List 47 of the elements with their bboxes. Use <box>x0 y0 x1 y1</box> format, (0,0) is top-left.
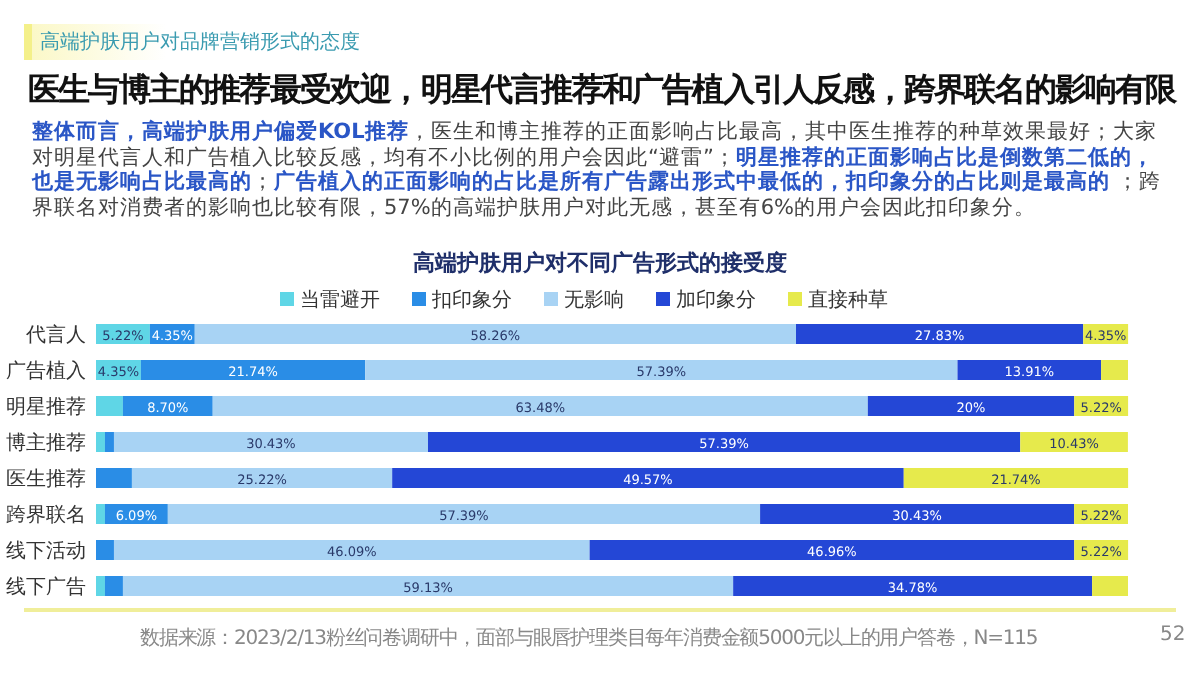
y-tick-label: 跨界联名 <box>6 503 86 527</box>
y-tick-label: 线下广告 <box>6 575 86 599</box>
bar <box>194 324 797 344</box>
text: 医生与博主的推荐最受欢迎，明星代言推荐和广告植入引人反感，跨界联名的影响有限 <box>28 70 1176 112</box>
bar <box>212 396 868 416</box>
source-note: 数据来源：2023/2/13粉丝问卷调研中，面部与眼唇护理类目每年消费金额5000元以上的用户答卷，N=115 <box>140 625 1038 652</box>
bar <box>96 540 114 560</box>
y-tick-label: 线下活动 <box>6 539 86 563</box>
bar <box>96 432 105 452</box>
bar <box>96 468 132 488</box>
bar <box>733 576 1093 596</box>
y-tick-label: 医生推荐 <box>6 467 86 491</box>
legend-label: 直接种草 <box>808 288 888 312</box>
bar <box>365 360 958 380</box>
bar <box>1101 360 1128 380</box>
bar <box>104 576 123 596</box>
bar <box>96 576 105 596</box>
chart-subtitle: 高端护肤用户对品牌营销形式的态度 <box>24 24 368 60</box>
y-tick-label: 明星推荐 <box>6 395 86 419</box>
bar <box>392 468 904 488</box>
legend-label: 当雷避开 <box>300 288 380 312</box>
bar <box>427 432 1021 452</box>
y-tick-label: 代言人 <box>24 323 86 347</box>
bar <box>122 576 734 596</box>
bar <box>957 360 1102 380</box>
bar <box>760 504 1075 524</box>
bar <box>1092 576 1128 596</box>
legend-label: 加印象分 <box>676 288 756 312</box>
legend-label: 扣印象分 <box>430 288 512 312</box>
bar <box>113 540 590 560</box>
bar <box>96 396 123 416</box>
bar <box>903 468 1129 488</box>
bar <box>589 540 1075 560</box>
text: 52 <box>1160 624 1186 646</box>
y-tick-label: 广告植入 <box>6 359 86 383</box>
bar <box>96 504 105 524</box>
y-tick-label: 博主推荐 <box>6 431 86 455</box>
chart-title: 高端护肤用户对不同广告形式的接受度 <box>411 248 789 278</box>
bar <box>131 468 393 488</box>
bar <box>167 504 761 524</box>
bar <box>113 432 428 452</box>
bar <box>867 396 1075 416</box>
text: 整体而言，高端护肤用户偏爱KOL推荐，医生和博主推荐的正面影响占比最高，其中医生推荐的种草效果最好；大家对明星代言人和广告植入比较反感，均有不小比例的用户会因此“避雷”；明星推荐的正面影响占比是倒数第二低的，也是无影响占比最高的；广告植入的正面影响的占比是所有广告露出形式中最低的，扣印象分的占比则是最高的 ；跨界联名对消费者的影响也比较有限，57%的高端护肤用户对此无感，甚至有6%的用户会因此扣印象分。 <box>32 120 1161 219</box>
bar <box>140 360 366 380</box>
bar <box>104 432 114 452</box>
bar <box>796 324 1084 344</box>
legend-label: 无影响 <box>564 288 624 312</box>
